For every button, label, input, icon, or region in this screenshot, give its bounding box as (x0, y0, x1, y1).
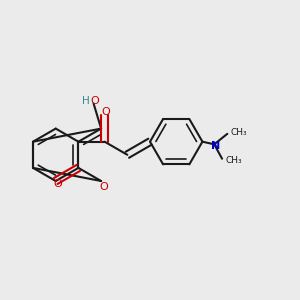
Text: CH₃: CH₃ (230, 128, 247, 137)
Text: O: O (99, 182, 108, 192)
Text: CH₃: CH₃ (225, 156, 242, 165)
Text: N: N (211, 141, 220, 151)
Text: O: O (53, 179, 62, 189)
Text: H: H (82, 96, 90, 106)
Text: O: O (90, 96, 99, 106)
Text: O: O (102, 107, 111, 117)
